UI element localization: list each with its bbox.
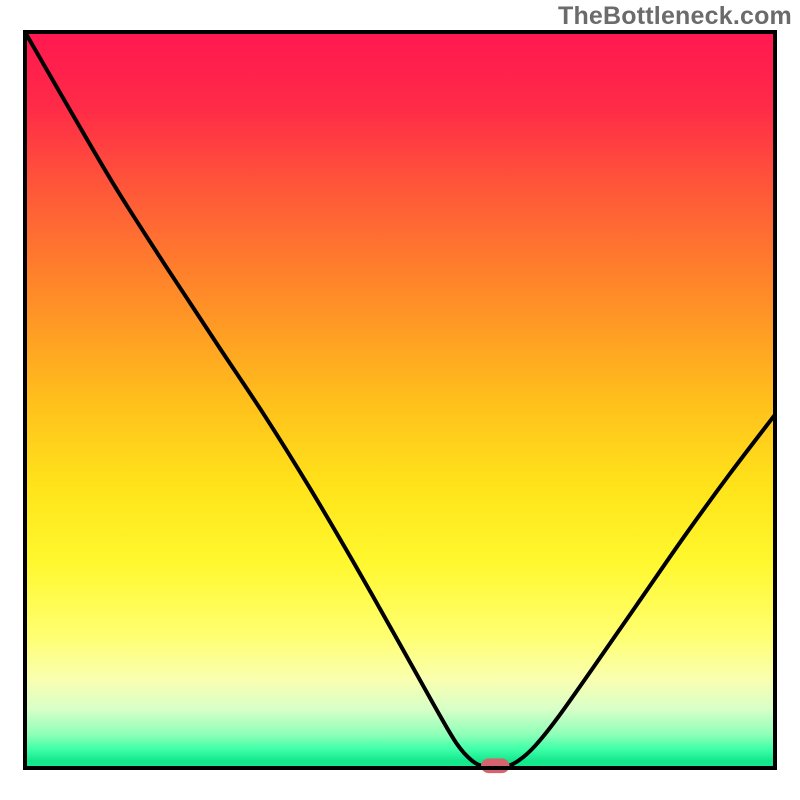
- chart-frame: TheBottleneck.com: [0, 0, 800, 800]
- optimal-marker: [481, 758, 510, 773]
- gradient-background: [25, 32, 775, 768]
- bottleneck-chart: [0, 0, 800, 800]
- watermark-text: TheBottleneck.com: [558, 2, 792, 31]
